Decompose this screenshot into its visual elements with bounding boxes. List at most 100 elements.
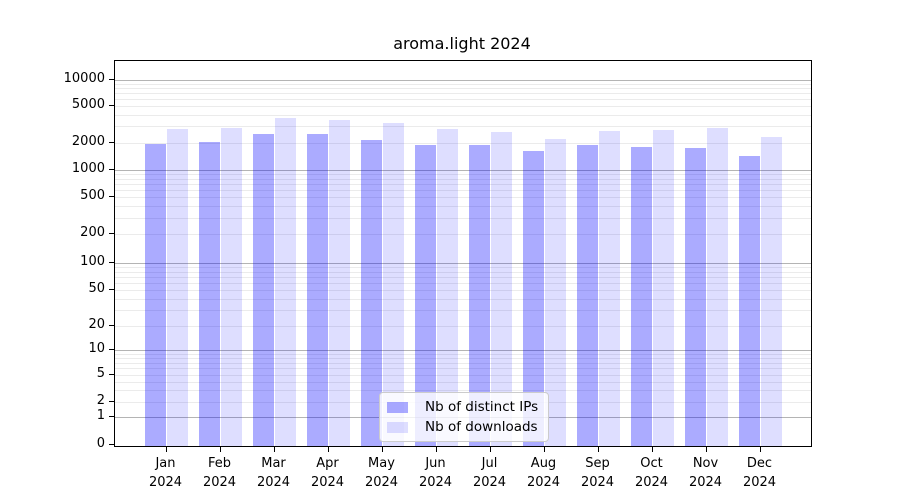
legend-label-downloads: Nb of downloads — [425, 419, 538, 435]
bar-distinct-ips-sep — [576, 145, 599, 446]
major-gridline — [115, 80, 811, 81]
y-tick-label: 50 — [88, 281, 105, 296]
x-tick-label: May 2024 — [364, 456, 399, 490]
y-tick-mark — [109, 169, 114, 171]
minor-gridline — [115, 267, 811, 269]
minor-gridline — [115, 358, 811, 360]
x-tick-mark — [219, 447, 221, 452]
bar-downloads-nov — [706, 127, 729, 446]
bar-downloads-dec — [760, 136, 783, 446]
major-gridline — [115, 170, 811, 171]
x-tick-label: Nov 2024 — [688, 456, 723, 490]
x-tick-label: Dec 2024 — [742, 456, 777, 490]
y-tick-mark — [109, 142, 114, 144]
minor-gridline — [115, 88, 811, 90]
bar-downloads-may — [382, 123, 405, 446]
y-tick-mark — [109, 349, 114, 351]
bar-downloads-apr — [328, 119, 351, 446]
minor-gridline — [115, 189, 811, 191]
minor-gridline — [115, 93, 811, 95]
y-tick-label: 10000 — [63, 71, 105, 86]
y-tick-mark — [109, 374, 114, 376]
minor-gridline — [115, 217, 811, 219]
bar-distinct-ips-nov — [684, 148, 707, 446]
minor-gridline — [115, 143, 811, 144]
y-tick-label: 2000 — [71, 134, 105, 149]
x-tick-mark — [705, 447, 707, 452]
minor-gridline — [115, 98, 811, 100]
y-tick-mark — [109, 104, 114, 106]
bar-distinct-ips-jul — [468, 144, 491, 446]
minor-gridline — [115, 276, 811, 278]
y-tick-label: 20 — [88, 317, 105, 332]
y-tick-mark — [109, 416, 114, 418]
x-tick-mark — [651, 447, 653, 452]
x-tick-label: Apr 2024 — [310, 456, 345, 490]
x-tick-label: Mar 2024 — [256, 456, 291, 490]
y-tick-mark — [109, 196, 114, 198]
bar-distinct-ips-apr — [306, 133, 329, 446]
x-tick-label: Feb 2024 — [202, 456, 237, 490]
legend-item-distinct-ips: Nb of distinct IPs — [387, 399, 538, 415]
y-tick-label: 10 — [88, 341, 105, 356]
y-tick-label: 0 — [96, 436, 105, 451]
minor-gridline — [115, 183, 811, 185]
minor-gridline — [115, 290, 811, 291]
bar-downloads-mar — [274, 117, 297, 446]
bar-downloads-sep — [598, 131, 621, 446]
y-tick-label: 1 — [96, 408, 105, 423]
x-tick-mark — [435, 447, 437, 452]
bar-downloads-jun — [436, 129, 459, 446]
y-tick-label: 100 — [80, 254, 105, 269]
x-tick-mark — [489, 447, 491, 452]
x-tick-label: Jan 2024 — [148, 456, 183, 490]
minor-gridline — [115, 174, 811, 176]
y-tick-mark — [109, 325, 114, 327]
major-gridline — [115, 350, 811, 351]
minor-gridline — [115, 375, 811, 376]
minor-gridline — [115, 114, 811, 116]
bar-downloads-jan — [166, 129, 189, 446]
minor-gridline — [115, 234, 811, 235]
y-tick-mark — [109, 444, 114, 446]
major-gridline — [115, 263, 811, 264]
minor-gridline — [115, 390, 811, 392]
y-tick-label: 200 — [80, 225, 105, 240]
legend-swatch-distinct-ips — [387, 401, 408, 413]
minor-gridline — [115, 353, 811, 355]
bar-distinct-ips-mar — [252, 133, 275, 446]
y-tick-mark — [109, 401, 114, 403]
x-tick-label: Jul 2024 — [472, 456, 507, 490]
x-tick-mark — [543, 447, 545, 452]
bar-distinct-ips-may — [360, 140, 383, 446]
bar-distinct-ips-aug — [522, 150, 545, 446]
y-tick-mark — [109, 233, 114, 235]
x-tick-label: Oct 2024 — [634, 456, 669, 490]
minor-gridline — [115, 271, 811, 273]
bar-downloads-feb — [220, 127, 243, 446]
x-tick-mark — [165, 447, 167, 452]
minor-gridline — [115, 310, 811, 312]
bar-distinct-ips-jun — [414, 145, 437, 446]
bar-downloads-jul — [490, 132, 513, 446]
y-tick-mark — [109, 289, 114, 291]
minor-gridline — [115, 126, 811, 128]
bar-distinct-ips-feb — [198, 142, 221, 446]
bar-downloads-aug — [544, 138, 567, 446]
x-tick-label: Sep 2024 — [580, 456, 615, 490]
x-tick-mark — [597, 447, 599, 452]
x-tick-mark — [273, 447, 275, 452]
bar-downloads-oct — [652, 130, 675, 446]
y-tick-label: 1000 — [71, 161, 105, 176]
minor-gridline — [115, 326, 811, 327]
minor-gridline — [115, 105, 811, 107]
bar-distinct-ips-jan — [144, 144, 167, 446]
x-tick-label: Jun 2024 — [418, 456, 453, 490]
minor-gridline — [115, 178, 811, 180]
chart-title: aroma.light 2024 — [393, 34, 531, 53]
bar-distinct-ips-dec — [738, 156, 761, 446]
minor-gridline — [115, 362, 811, 364]
minor-gridline — [115, 197, 811, 198]
bar-distinct-ips-oct — [630, 146, 653, 446]
